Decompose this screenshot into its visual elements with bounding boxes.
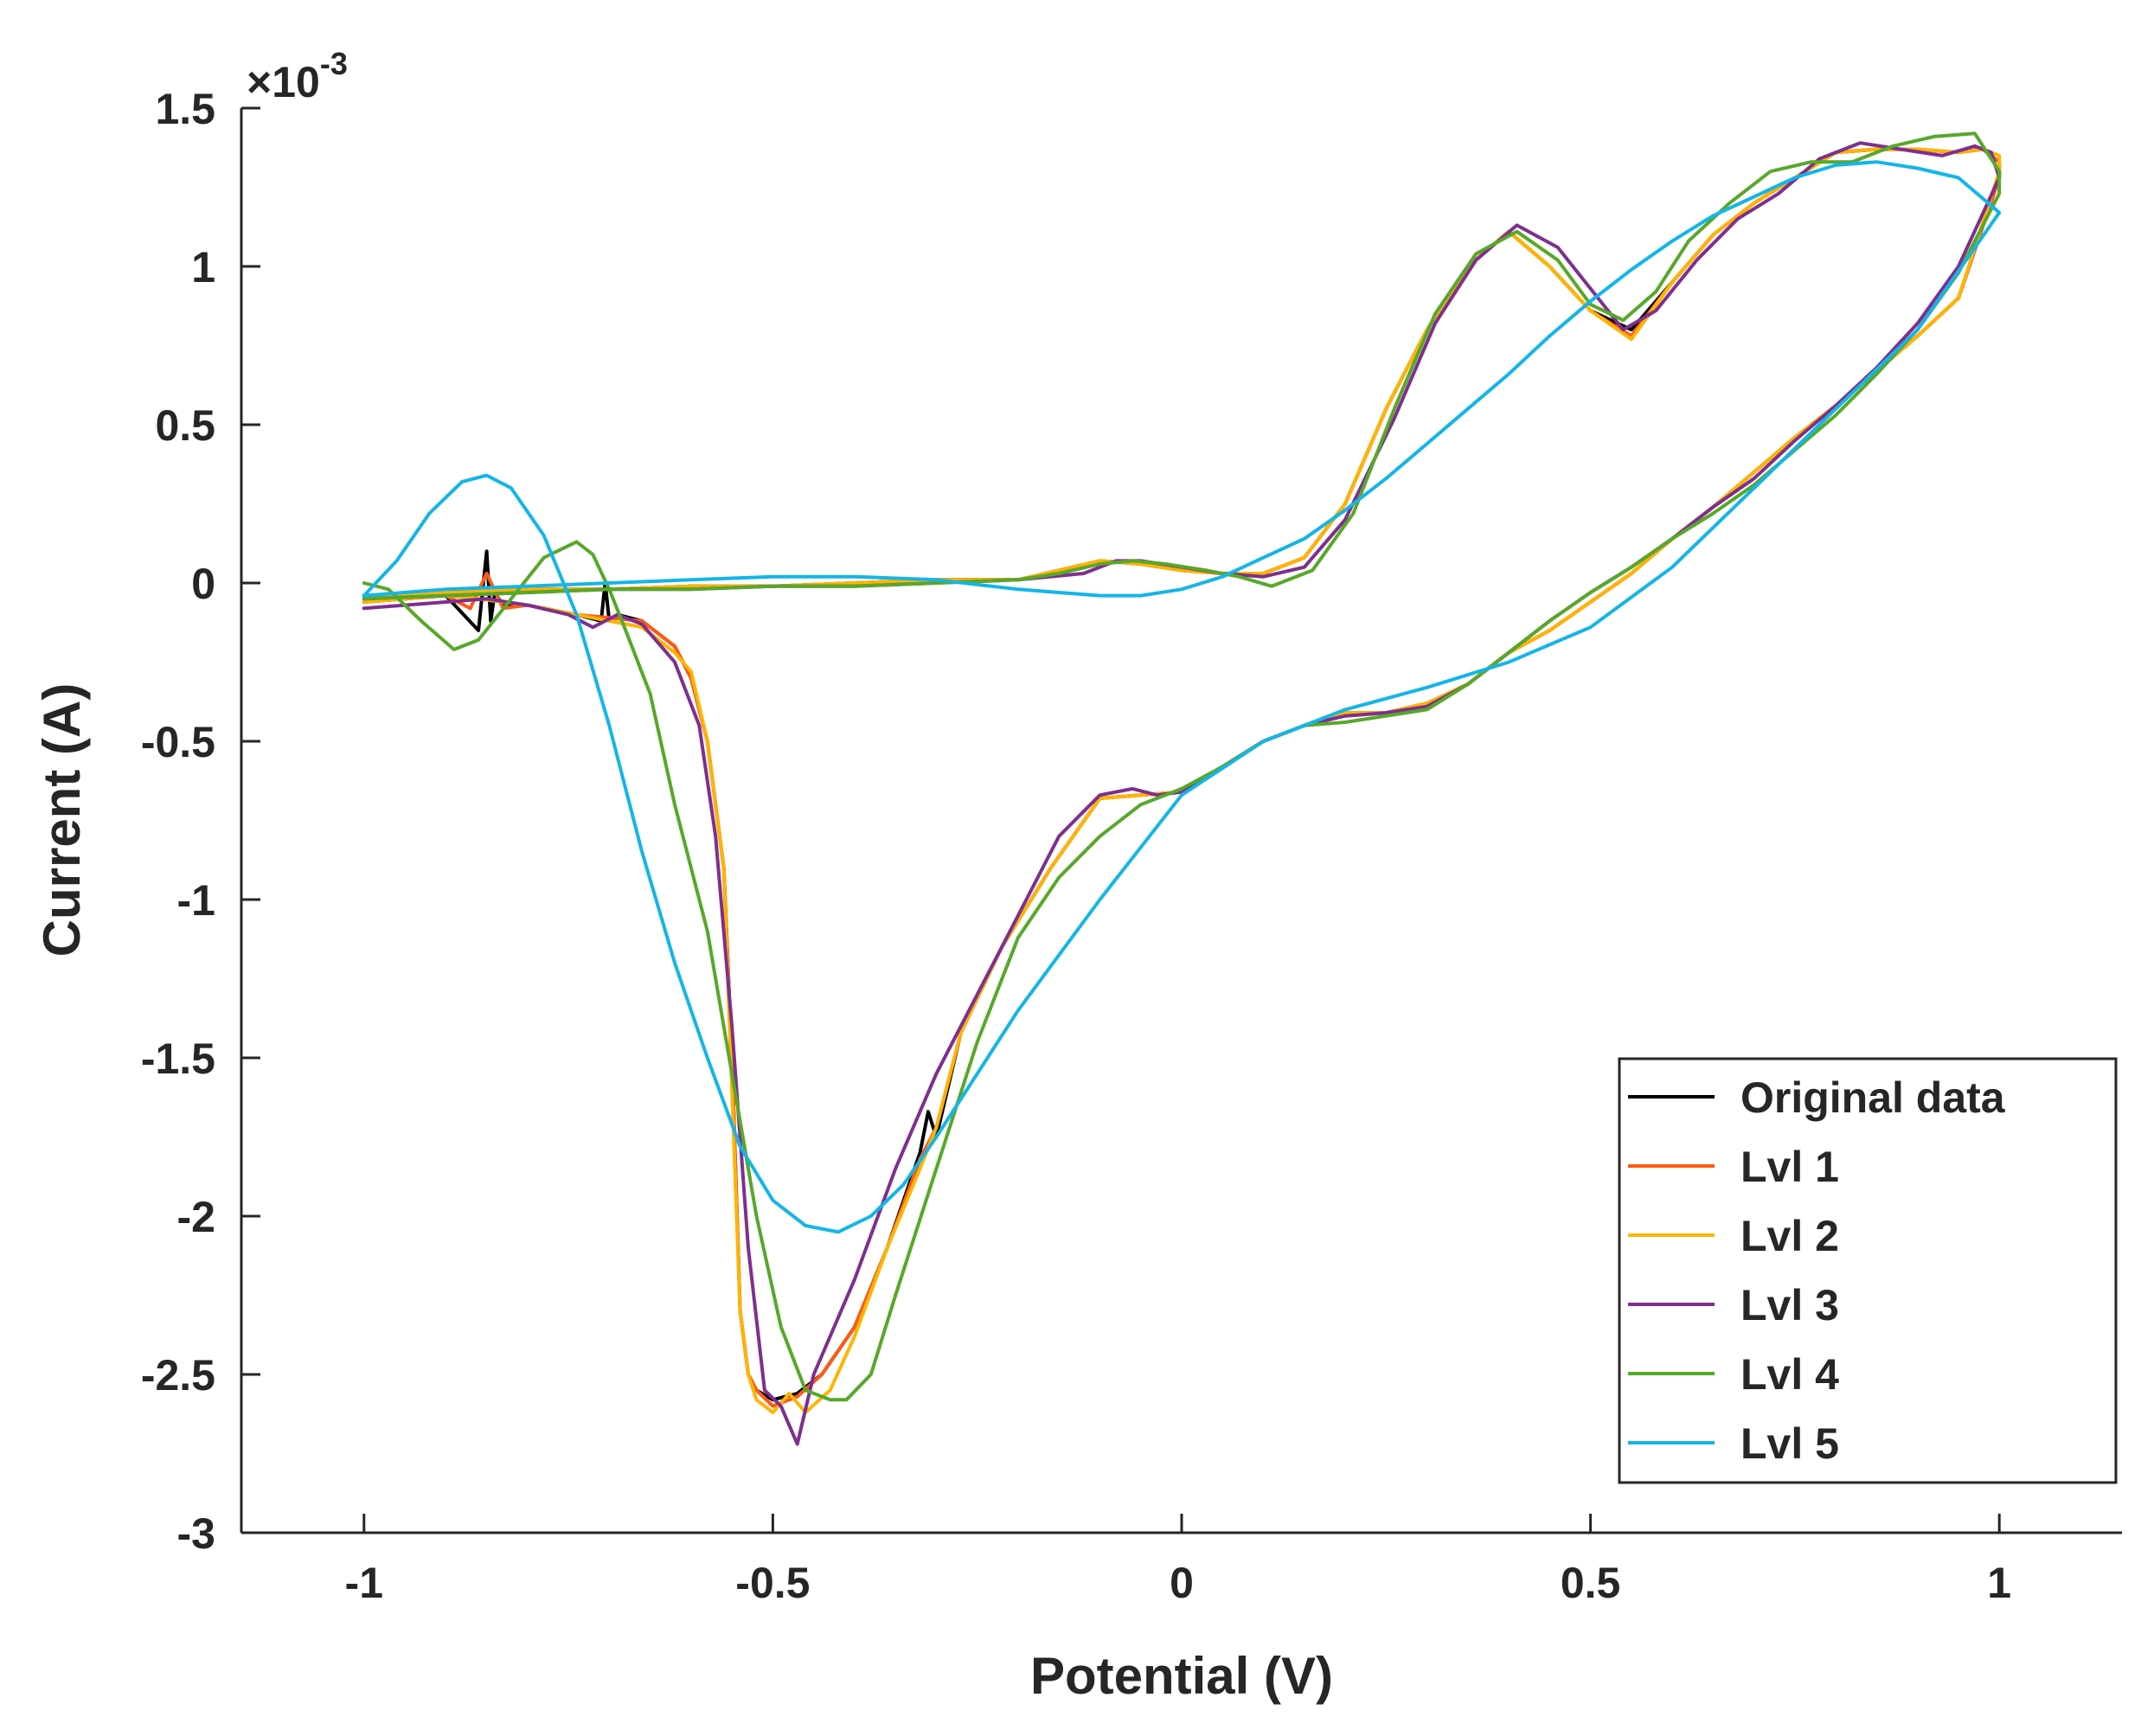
series-line-5 [362, 131, 2002, 1402]
legend: Original data Lvl 1 Lvl 2 Lvl 3 Lvl 4 Lvl 5 [1618, 1057, 2118, 1484]
y-axis-title: Current (A) [33, 683, 91, 958]
y-tick-label: -0.5 [141, 718, 215, 766]
x-tick-label: 0 [1170, 1559, 1194, 1607]
series-line-4 [362, 141, 2002, 1446]
legend-label: Lvl 5 [1740, 1419, 1839, 1468]
series-lines [362, 131, 2002, 1446]
axis-ticks [241, 106, 2001, 1534]
legend-label: Lvl 1 [1740, 1143, 1839, 1191]
x-axis-title: Potential (V) [1030, 1647, 1333, 1705]
legend-label: Lvl 2 [1740, 1212, 1839, 1260]
x-tick-label: 1 [1987, 1559, 2011, 1607]
series-line-6 [362, 160, 2002, 1234]
y-tick-label: -3 [177, 1509, 215, 1558]
y-tick-label: -1 [177, 876, 215, 925]
y-exponent-prefix: ×10 [247, 58, 320, 106]
x-tick-label: -1 [345, 1559, 383, 1607]
y-tick-label: -1.5 [141, 1035, 215, 1083]
x-tick-label: -0.5 [735, 1559, 810, 1607]
y-exponent-power: -3 [320, 46, 348, 81]
x-tick-label: 0.5 [1561, 1559, 1621, 1607]
legend-label: Lvl 4 [1740, 1350, 1839, 1399]
y-tick-label: 0 [191, 560, 215, 608]
y-tick-label: -2 [177, 1193, 215, 1241]
legend-label: Lvl 3 [1740, 1281, 1839, 1329]
y-tick-label: -2.5 [141, 1351, 215, 1400]
y-tick-label: 1 [191, 243, 215, 291]
legend-box [1618, 1057, 2118, 1484]
tick-labels: -1 -0.5 0 0.5 1 1.5 1 0.5 0 -0.5 -1 -1.5 -2 -2.5 -3 [141, 85, 2011, 1607]
legend-label: Original data [1740, 1073, 2006, 1122]
y-tick-label: 0.5 [155, 401, 215, 450]
y-tick-label: 1.5 [155, 85, 215, 133]
y-exponent-label: ×10-3 [247, 46, 348, 106]
